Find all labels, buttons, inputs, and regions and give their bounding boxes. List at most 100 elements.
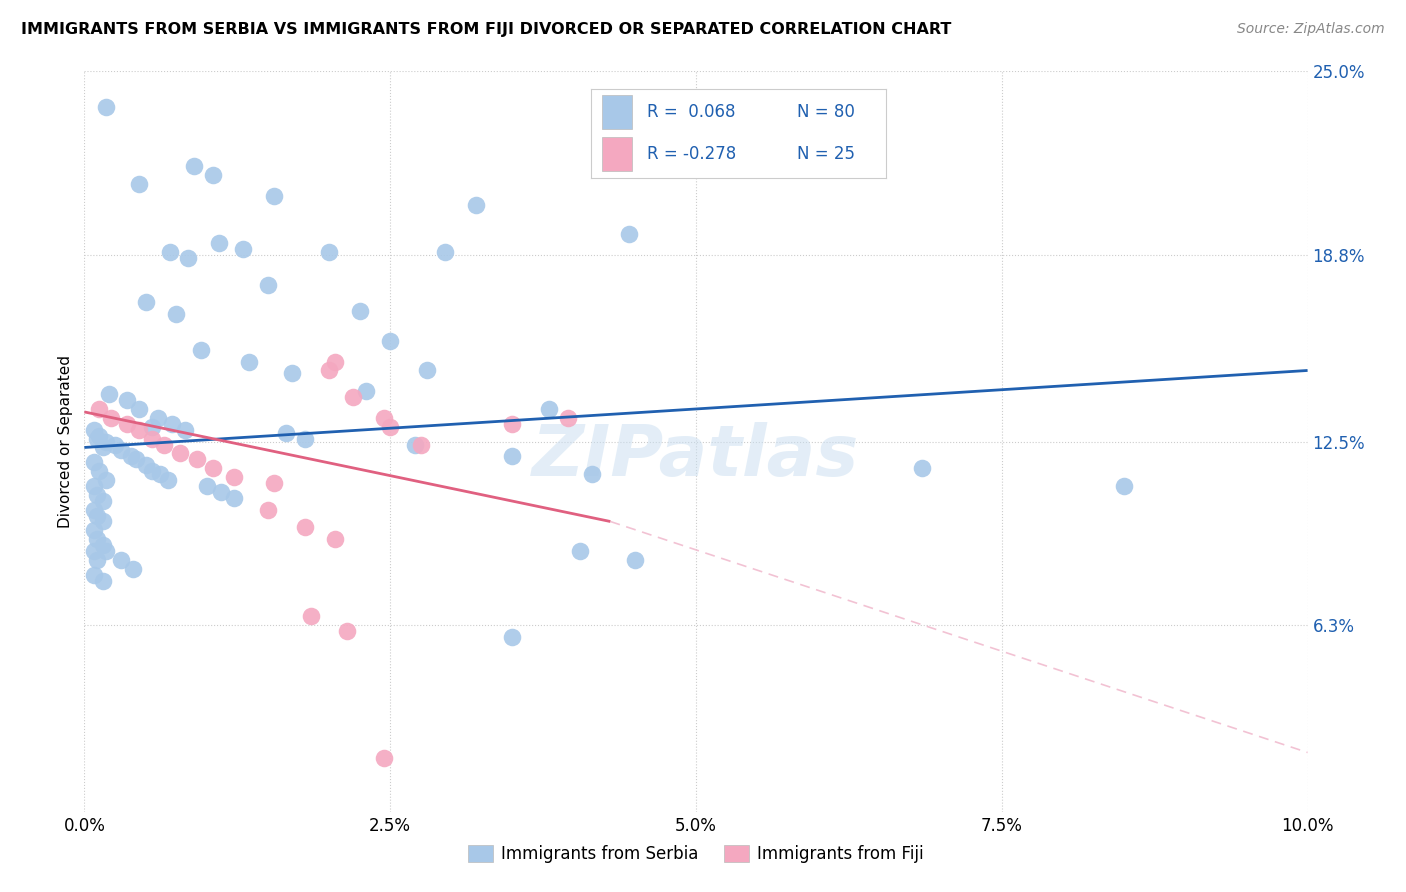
Point — [91, 493, 114, 508]
Point — [323, 533, 346, 547]
Point — [135, 295, 157, 310]
Point — [190, 343, 212, 357]
Point — [183, 159, 205, 173]
Point — [104, 437, 127, 451]
Point — [208, 236, 231, 251]
Point — [257, 277, 280, 292]
Point — [373, 751, 395, 765]
Point — [87, 428, 110, 442]
Point — [87, 401, 110, 416]
Point — [162, 417, 184, 431]
Point — [502, 450, 524, 464]
Point — [232, 242, 254, 256]
Point — [581, 467, 603, 482]
Point — [263, 188, 285, 202]
Point — [294, 520, 316, 534]
Point — [538, 401, 561, 416]
Point — [86, 533, 108, 547]
Point — [201, 461, 224, 475]
Point — [318, 363, 340, 377]
Point — [276, 425, 298, 440]
Point — [115, 417, 138, 431]
Point — [83, 524, 105, 538]
Y-axis label: Divorced or Separated: Divorced or Separated — [58, 355, 73, 528]
Point — [91, 515, 114, 529]
Point — [257, 502, 280, 516]
Point — [294, 432, 316, 446]
Point — [624, 553, 647, 567]
Point — [86, 488, 108, 502]
Point — [354, 384, 377, 399]
Text: N = 80: N = 80 — [797, 103, 855, 121]
Point — [299, 609, 322, 624]
Point — [186, 452, 208, 467]
Point — [222, 470, 245, 484]
Point — [135, 458, 157, 473]
Text: R = -0.278: R = -0.278 — [647, 145, 735, 163]
Point — [380, 334, 402, 348]
Point — [557, 410, 579, 425]
Point — [86, 553, 108, 567]
Point — [83, 502, 105, 516]
Point — [911, 461, 934, 475]
Point — [141, 419, 163, 434]
Point — [404, 437, 426, 451]
Point — [87, 464, 110, 478]
Point — [336, 624, 359, 638]
Point — [434, 245, 457, 260]
Point — [153, 437, 176, 451]
Point — [141, 432, 163, 446]
Point — [323, 354, 346, 368]
Text: R =  0.068: R = 0.068 — [647, 103, 735, 121]
Point — [349, 304, 371, 318]
Point — [120, 450, 142, 464]
Point — [149, 467, 172, 482]
Point — [86, 508, 108, 523]
Point — [96, 544, 118, 558]
Point — [86, 432, 108, 446]
Point — [83, 455, 105, 469]
FancyBboxPatch shape — [602, 95, 631, 129]
Point — [177, 251, 200, 265]
Point — [96, 473, 118, 487]
Point — [173, 423, 195, 437]
Point — [97, 387, 120, 401]
Text: IMMIGRANTS FROM SERBIA VS IMMIGRANTS FROM FIJI DIVORCED OR SEPARATED CORRELATION: IMMIGRANTS FROM SERBIA VS IMMIGRANTS FRO… — [21, 22, 952, 37]
Point — [380, 419, 402, 434]
Point — [125, 452, 148, 467]
Point — [342, 390, 364, 404]
Text: ZIPatlas: ZIPatlas — [533, 422, 859, 491]
Point — [96, 100, 118, 114]
Point — [96, 434, 118, 449]
Point — [100, 410, 122, 425]
Point — [115, 393, 138, 408]
Point — [91, 574, 114, 588]
Point — [146, 410, 169, 425]
Text: N = 25: N = 25 — [797, 145, 855, 163]
Point — [318, 245, 340, 260]
Point — [409, 437, 432, 451]
Point — [281, 367, 304, 381]
Point — [222, 491, 245, 505]
Point — [110, 443, 132, 458]
Point — [195, 479, 218, 493]
Legend: Immigrants from Serbia, Immigrants from Fiji: Immigrants from Serbia, Immigrants from … — [461, 838, 931, 870]
Text: Source: ZipAtlas.com: Source: ZipAtlas.com — [1237, 22, 1385, 37]
Point — [141, 464, 163, 478]
Point — [169, 446, 191, 460]
Point — [83, 544, 105, 558]
Point — [128, 177, 150, 191]
Point — [416, 363, 439, 377]
Point — [617, 227, 640, 242]
Point — [156, 473, 179, 487]
Point — [209, 484, 232, 499]
Point — [464, 197, 486, 211]
Point — [128, 423, 150, 437]
Point — [201, 168, 224, 182]
Point — [83, 479, 105, 493]
Point — [373, 410, 395, 425]
Point — [165, 307, 187, 321]
Point — [568, 544, 591, 558]
Point — [128, 401, 150, 416]
Point — [91, 441, 114, 455]
